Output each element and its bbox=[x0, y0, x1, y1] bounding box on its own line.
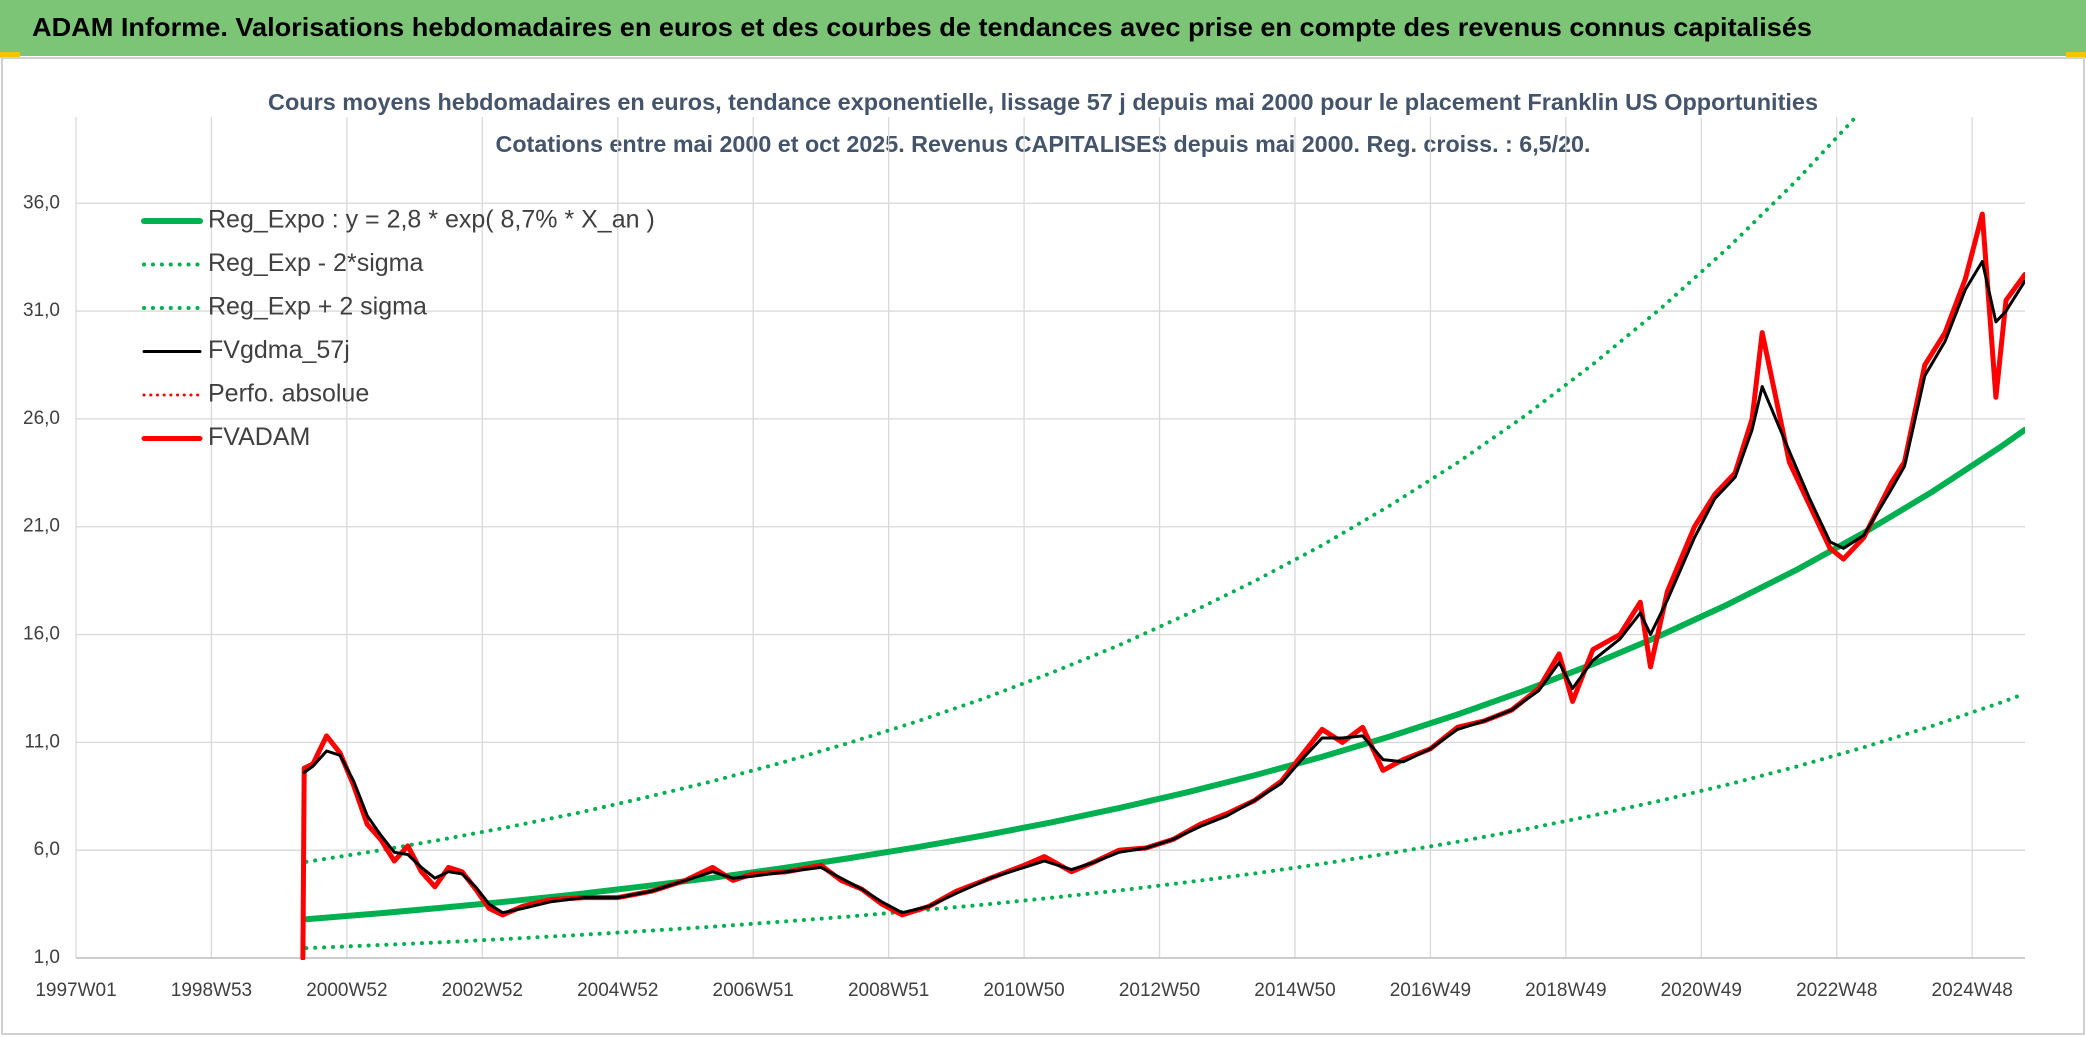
x-tick-label: 2008W51 bbox=[848, 980, 929, 1001]
y-tick-label: 1,0 bbox=[34, 947, 60, 968]
header-title: ADAM Informe. Valorisations hebdomadaire… bbox=[32, 12, 1812, 42]
legend: Reg_Expo : y = 2,8 * exp( 8,7% * X_an ) R… bbox=[141, 206, 655, 451]
y-tick-label: 16,0 bbox=[23, 624, 60, 645]
x-tick-label: 2004W52 bbox=[577, 980, 658, 1001]
y-tick-label: 11,0 bbox=[24, 731, 60, 752]
legend-label: Reg_Expo : y = 2,8 * exp( 8,7% * X_an ) bbox=[208, 206, 655, 234]
series-line bbox=[304, 117, 1859, 864]
grid: 1,0 6,0 11,0 16,0 21,0 26,0 31,0 36,0 1997W01 199… bbox=[23, 117, 2025, 1001]
series-line bbox=[302, 260, 2025, 915]
chart-frame bbox=[1, 57, 2085, 1035]
chart-title: Cours moyens hebdomadaires en euros, ten… bbox=[268, 89, 1818, 115]
x-tick-label: 1998W53 bbox=[171, 980, 252, 1001]
y-tick-label: 6,0 bbox=[34, 839, 60, 860]
y-tick-label: 21,0 bbox=[23, 516, 60, 537]
legend-label: Perfo. absolue bbox=[208, 380, 369, 408]
plot bbox=[300, 117, 2025, 960]
y-tick-label: 26,0 bbox=[23, 408, 60, 429]
x-tick-label: 2000W52 bbox=[306, 980, 387, 1001]
series-line bbox=[304, 691, 2025, 951]
legend-label: Reg_Exp + 2 sigma bbox=[208, 293, 427, 321]
x-tick-label: 2024W48 bbox=[1932, 980, 2013, 1001]
legend-label: Reg_Exp - 2*sigma bbox=[208, 249, 423, 277]
chart-subtitle: Cotations entre mai 2000 et oct 2025. Re… bbox=[496, 131, 1591, 157]
x-tick-label: 2022W48 bbox=[1796, 980, 1877, 1001]
corner bbox=[0, 52, 20, 58]
x-tick-label: 2002W52 bbox=[442, 980, 523, 1001]
x-tick-label: 2010W50 bbox=[983, 980, 1064, 1001]
y-tick-label: 36,0 bbox=[23, 192, 60, 213]
x-tick-label: 1997W01 bbox=[35, 980, 116, 1001]
series-line bbox=[303, 426, 2025, 923]
x-tick-label: 2012W50 bbox=[1119, 980, 1200, 1001]
x-tick-label: 2014W50 bbox=[1254, 980, 1335, 1001]
corner bbox=[2066, 52, 2086, 58]
x-tick-label: 2020W49 bbox=[1661, 980, 1742, 1001]
x-tick-label: 2006W51 bbox=[713, 980, 794, 1001]
legend-label: FVADAM bbox=[208, 423, 310, 451]
x-tick-label: 2016W49 bbox=[1390, 980, 1471, 1001]
header-bar bbox=[0, 0, 2086, 56]
y-tick-label: 31,0 bbox=[23, 300, 60, 321]
legend-label: FVgdma_57j bbox=[208, 336, 350, 364]
x-tick-label: 2018W49 bbox=[1525, 980, 1606, 1001]
